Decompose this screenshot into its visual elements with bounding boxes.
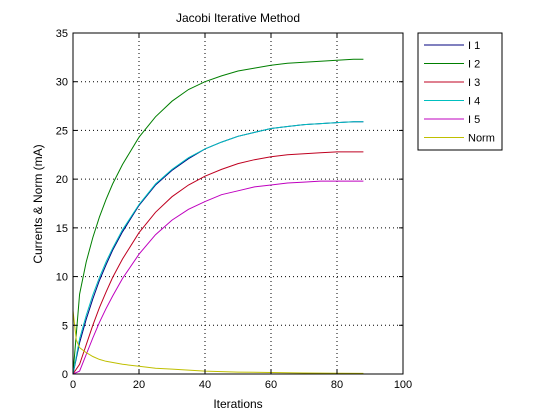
y-tick-label: 30 (56, 77, 68, 89)
legend-label: Norm (468, 133, 495, 145)
legend-label: I 3 (468, 77, 480, 89)
legend: I 1 I 2 I 3 I 4 I 5 Norm (417, 32, 503, 151)
legend-box (417, 32, 503, 151)
x-tick-label: 100 (394, 379, 412, 391)
y-axis-label: Currents & Norm (mA) (31, 144, 45, 263)
chart-title: Jacobi Iterative Method (176, 11, 300, 25)
legend-label: I 1 (468, 40, 480, 52)
y-tick-label: 25 (56, 125, 68, 137)
y-tick-label: 15 (56, 223, 68, 235)
y-tick-label: 35 (56, 28, 68, 40)
plot-area (73, 33, 403, 374)
x-tick-label: 60 (265, 379, 277, 391)
series-line-i-2 (72, 58, 364, 375)
y-tick-label: 5 (62, 320, 68, 332)
plot-frame (72, 32, 404, 375)
y-tick-label: 0 (62, 369, 68, 381)
series-line-norm (72, 310, 364, 374)
x-axis-label: Iterations (213, 397, 262, 411)
axis-ticks: 0 20 40 60 80 100 0 5 10 15 20 25 30 35 (56, 28, 412, 391)
series-line-i-4 (72, 121, 364, 375)
x-tick-label: 40 (199, 379, 211, 391)
x-tick-label: 0 (70, 379, 76, 391)
grid-lines (73, 33, 403, 374)
x-tick-label: 80 (331, 379, 343, 391)
legend-label: I 4 (468, 96, 480, 108)
y-tick-label: 10 (56, 272, 68, 284)
series-lines (72, 58, 364, 375)
series-line-i-3 (72, 151, 364, 375)
series-line-i-5 (72, 180, 364, 375)
x-tick-label: 20 (133, 379, 145, 391)
legend-label: I 2 (468, 59, 480, 71)
legend-label: I 5 (468, 114, 480, 126)
y-tick-label: 20 (56, 174, 68, 186)
